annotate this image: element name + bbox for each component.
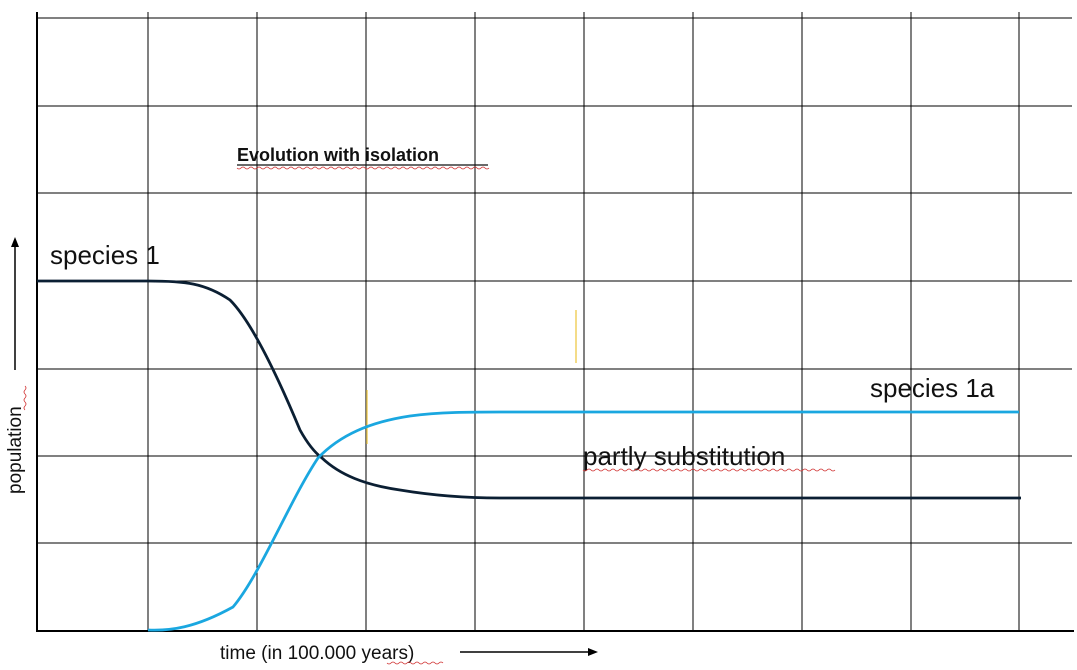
spellcheck-squiggle — [386, 661, 444, 665]
partly-substitution-label: partly substitution — [583, 441, 785, 471]
spellcheck-squiggle — [23, 385, 27, 411]
species-1-label: species 1 — [50, 240, 160, 270]
x-axis-arrow-icon — [460, 648, 598, 656]
spellcheck-squiggle — [236, 166, 490, 170]
species-1a-curve — [147, 410, 1019, 632]
species-1a-label: species 1a — [870, 373, 995, 403]
grid — [37, 12, 1072, 631]
spellcheck-squiggle — [582, 468, 836, 472]
x-axis-label: time (in 100.000 years) — [220, 643, 414, 664]
y-axis-arrow-icon — [11, 237, 19, 370]
species-1-curve — [37, 279, 1021, 500]
diagram-title: Evolution with isolation — [237, 145, 439, 165]
y-axis-label: population — [5, 406, 26, 494]
